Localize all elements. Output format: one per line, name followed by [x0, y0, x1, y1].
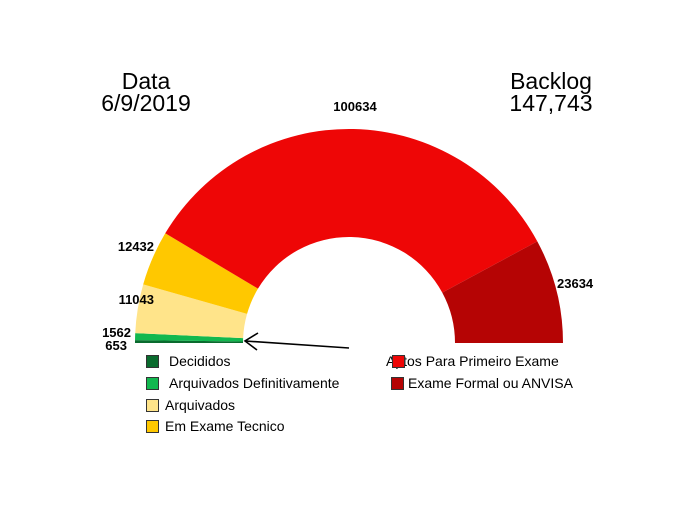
- data-label: 11043: [119, 292, 154, 307]
- data-label: 12432: [118, 239, 154, 254]
- legend-item-arquivados-definitivamente: Arquivados Definitivamente: [146, 375, 339, 391]
- legend-label: Exame Formal ou ANVISA: [408, 375, 573, 391]
- legend-swatch: [146, 377, 159, 390]
- arrow-annotation: [245, 333, 349, 350]
- legend-item-exame-formal: Exame Formal ou ANVISA: [391, 375, 573, 391]
- data-label: 23634: [557, 276, 594, 291]
- legend-swatch: [146, 355, 159, 368]
- legend-label: Em Exame Tecnico: [165, 418, 285, 434]
- legend-item-aptos: Aptos Para Primeiro Exame: [386, 353, 559, 369]
- legend-item-em-exame-tecnico: Em Exame Tecnico: [146, 418, 285, 434]
- legend-swatch: [391, 377, 404, 390]
- legend-swatch: [146, 420, 159, 433]
- half-donut-chart: 6531562 11043 12432 100634 23634: [0, 0, 688, 522]
- data-label: 653: [105, 338, 127, 353]
- legend-label: Decididos: [169, 353, 230, 369]
- legend-label: Aptos Para Primeiro Exame: [386, 353, 559, 369]
- legend-item-decididos: Decididos: [146, 353, 230, 369]
- legend-label: Arquivados Definitivamente: [169, 375, 339, 391]
- data-label: 100634: [333, 99, 377, 114]
- legend-swatch: [146, 399, 159, 412]
- legend-item-arquivados: Arquivados: [146, 397, 235, 413]
- chart-container: Data 6/9/2019 Backlog 147,743 6531562110…: [0, 0, 688, 522]
- legend-label: Arquivados: [165, 397, 235, 413]
- data-label: 1562: [102, 325, 131, 340]
- legend-swatch: [392, 355, 405, 368]
